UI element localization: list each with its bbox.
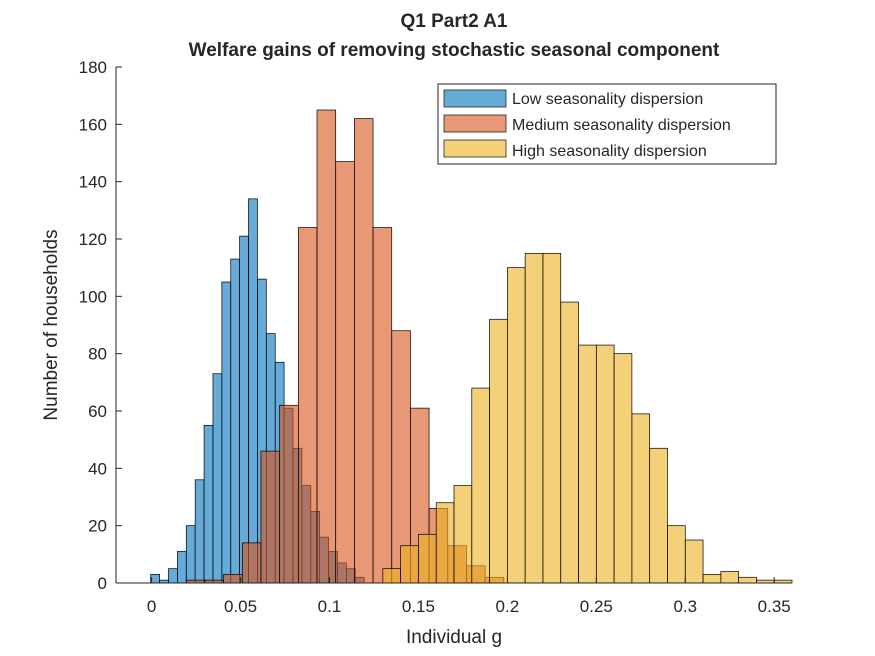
histogram-bar-high [578,344,597,584]
x-tick-label: 0.25 [580,597,613,616]
legend-label-high: High seasonality dispersion [512,143,707,160]
bars-layer [150,109,793,584]
histogram-bar-high [453,485,473,584]
x-tick-label: 0.3 [673,597,697,616]
y-tick-label: 80 [88,345,107,364]
chart-subtitle: Welfare gains of removing stochastic sea… [189,40,720,61]
histogram-bar-high [418,533,437,584]
histogram-bar-high [684,539,704,584]
y-tick-label: 100 [79,287,107,306]
histogram-bar-low [221,281,232,584]
legend-label-medium: Medium seasonality dispersion [512,117,731,134]
y-axis-label: Number of households [41,229,62,420]
histogram-bar-low [248,198,258,584]
histogram-bar-high [560,301,579,584]
series-high [382,252,793,584]
x-ticks: 0 0.05 0.1 0.15 0.2 0.25 0.3 0.35 [147,577,791,616]
histogram-bar-medium [354,118,374,584]
x-tick-label: 0.35 [758,597,791,616]
histogram-bar-high [382,568,401,584]
histogram-bar-high [524,252,544,584]
legend-swatch-high [443,139,507,158]
legend-label-low: Low seasonality dispersion [512,91,703,108]
chart-title: Q1 Part2 A1 [400,11,507,32]
histogram-bar-medium [241,542,262,584]
y-ticks: 0 20 40 60 80 100 120 140 160 180 [79,58,122,593]
histogram-bar-low [230,258,240,584]
histogram-bar-high [507,267,526,584]
histogram-bar-high [542,252,562,584]
histogram-bar-medium [316,109,337,584]
x-tick-label: 0.1 [318,597,342,616]
histogram-bar-high [595,344,615,584]
histogram-bar-low [185,525,196,584]
histogram-bar-medium [391,330,411,584]
legend-swatch-low [443,89,507,108]
y-tick-label: 20 [88,517,107,536]
y-tick-label: 120 [79,230,107,249]
histogram-bar-high [613,353,633,584]
y-tick-label: 40 [88,459,107,478]
histogram-bar-high [738,576,757,584]
x-tick-label: 0 [147,597,156,616]
histogram-bar-medium [260,450,281,584]
y-tick-label: 0 [98,574,107,593]
histogram-bar-low [177,551,187,584]
legend-swatch-medium [443,114,507,133]
histogram-bar-low [212,373,223,584]
histogram-bar-medium [372,227,393,584]
series-medium [185,109,505,584]
histogram-bar-high [631,413,651,584]
histogram-bar-medium [297,227,318,584]
histogram-bar-low [194,479,205,584]
x-tick-label: 0.05 [224,597,257,616]
histogram-bar-high [471,387,490,584]
y-tick-label: 180 [79,58,107,77]
histogram-bar-high [649,447,668,584]
histogram-bar-medium [279,404,299,584]
legend: Low seasonality dispersion Medium season… [437,83,777,165]
histogram-bar-high [435,502,455,584]
histogram-bar-high [702,574,722,584]
histogram-bar-low [239,235,249,584]
x-tick-label: 0.2 [496,597,520,616]
histogram-bar-medium [335,161,355,584]
x-tick-label: 0.15 [402,597,435,616]
histogram-bar-high [667,525,686,584]
histogram-bar-high [720,571,739,584]
histogram-bar-low [168,568,178,584]
y-tick-label: 60 [88,402,107,421]
x-axis-label: Individual g [406,627,502,648]
y-tick-label: 160 [79,115,107,134]
histogram-bar-high [400,545,419,584]
y-tick-label: 140 [79,173,107,192]
histogram-bar-high [489,318,508,584]
histogram-bar-low [203,424,214,584]
histogram-bar-medium [223,574,243,584]
